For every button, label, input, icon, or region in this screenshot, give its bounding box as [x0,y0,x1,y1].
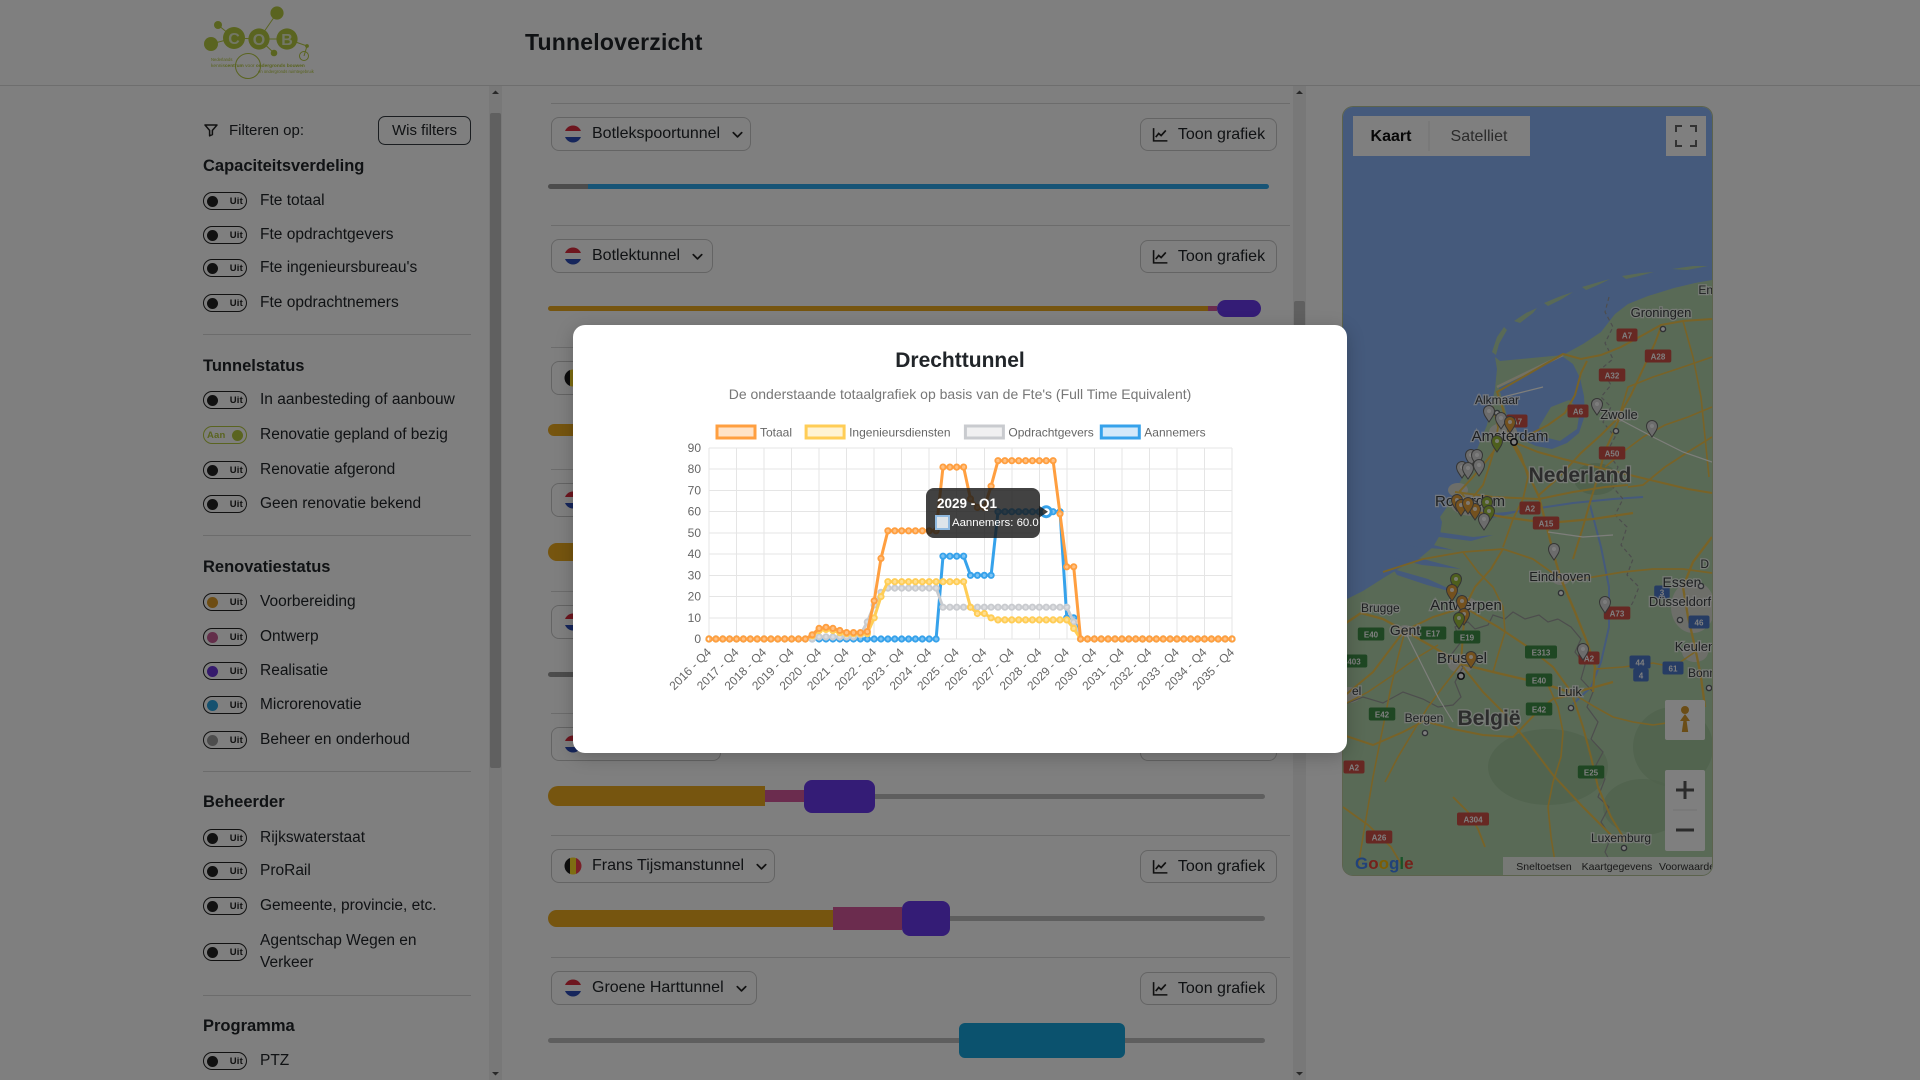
svg-text:60: 60 [688,505,702,519]
svg-text:Ingenieursdiensten: Ingenieursdiensten [849,426,950,440]
svg-text:Aannemers: Aannemers [1144,426,1205,440]
svg-text:0: 0 [694,632,701,646]
svg-text:80: 80 [688,462,702,476]
svg-text:50: 50 [688,526,702,540]
svg-text:70: 70 [688,483,702,497]
svg-text:2029 - Q1: 2029 - Q1 [937,496,998,511]
svg-text:20: 20 [688,590,702,604]
svg-text:40: 40 [688,547,702,561]
svg-text:Aannemers: 60.0: Aannemers: 60.0 [952,517,1039,529]
svg-text:Opdrachtgevers: Opdrachtgevers [1008,426,1093,440]
svg-text:Totaal: Totaal [760,426,792,440]
svg-text:90: 90 [688,441,702,455]
svg-text:30: 30 [688,568,702,582]
svg-text:10: 10 [688,611,702,625]
